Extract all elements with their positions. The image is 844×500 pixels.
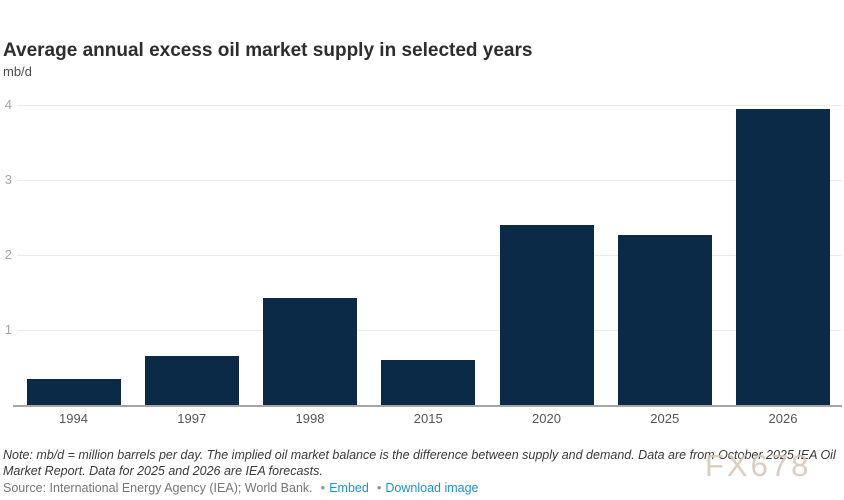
x-axis-tick-label: 2020 <box>532 411 561 426</box>
y-axis-tick-label: 2 <box>4 247 12 262</box>
gridline-y-3 <box>17 180 842 181</box>
x-axis-tick-label: 2015 <box>413 411 443 426</box>
y-axis-unit-label: mb/d <box>3 64 32 79</box>
bullet-separator: • <box>376 480 382 495</box>
bar-2026 <box>736 109 830 405</box>
bar-1997 <box>144 356 239 405</box>
x-axis-tick-label: 1994 <box>59 411 88 426</box>
x-axis-tick-label: 2025 <box>650 411 680 426</box>
bar-2020 <box>499 225 594 405</box>
bar-1998 <box>263 298 357 405</box>
bar-1994 <box>26 379 121 405</box>
x-axis-tick-label: 2026 <box>768 411 798 426</box>
source-text: Source: International Energy Agency (IEA… <box>3 481 313 495</box>
y-axis-tick-label: 1 <box>4 322 12 337</box>
chart-title: Average annual excess oil market supply … <box>3 39 533 61</box>
x-axis-tick-label: 1997 <box>177 411 207 426</box>
gridline-y-1 <box>17 330 842 331</box>
bar-2015 <box>381 360 476 405</box>
bullet-separator: • <box>320 480 326 495</box>
y-axis-tick-label: 4 <box>4 97 12 112</box>
x-axis-tick-label: 1998 <box>295 411 325 426</box>
embed-link[interactable]: Embed <box>329 481 369 495</box>
x-axis-line <box>13 405 842 407</box>
y-axis-tick-label: 3 <box>4 172 12 187</box>
fx678-watermark: FX678 <box>705 448 812 483</box>
gridline-y-2 <box>17 255 842 256</box>
download-image-link[interactable]: Download image <box>385 481 479 495</box>
source-line: Source: International Energy Agency (IEA… <box>3 480 479 495</box>
bar-2025 <box>617 235 712 405</box>
footnote-text: Note: mb/d = million barrels per day. Th… <box>3 448 836 478</box>
gridline-y-4 <box>17 105 842 106</box>
